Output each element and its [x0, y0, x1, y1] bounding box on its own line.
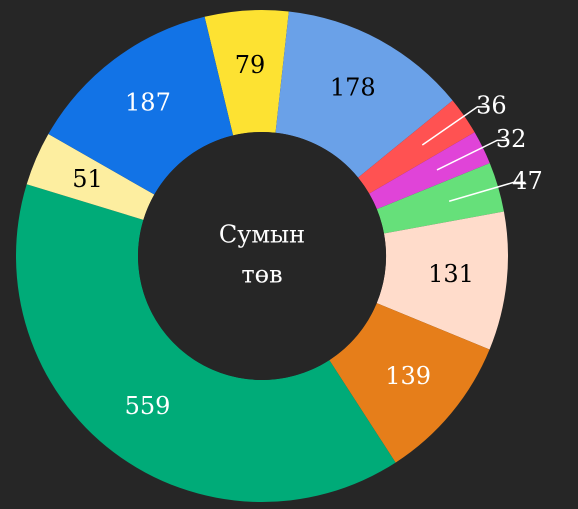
slice: [26, 134, 155, 220]
data-label: 178: [330, 74, 376, 102]
data-label: 139: [385, 362, 431, 390]
data-label: 79: [235, 51, 266, 79]
slice: [369, 132, 490, 210]
slice: [358, 100, 475, 194]
leader-line: [436, 139, 510, 171]
data-label: 131: [428, 260, 474, 288]
center-label: төв: [241, 261, 282, 289]
hole: [138, 132, 386, 380]
data-label: 187: [125, 89, 171, 117]
leader-line: [448, 181, 526, 202]
leader-line: [421, 106, 490, 146]
data-label: 559: [125, 392, 171, 420]
center-label: Сумын: [219, 221, 305, 249]
slice: [204, 9, 289, 136]
slice: [329, 303, 490, 463]
data-label: 36: [476, 91, 507, 119]
data-label: 32: [496, 125, 527, 153]
slice: [376, 211, 508, 350]
slice: [15, 184, 396, 503]
slice: [48, 16, 234, 195]
slice: [376, 163, 504, 234]
data-label: 47: [512, 167, 543, 195]
data-label: 51: [72, 165, 103, 193]
slice: [275, 11, 453, 178]
